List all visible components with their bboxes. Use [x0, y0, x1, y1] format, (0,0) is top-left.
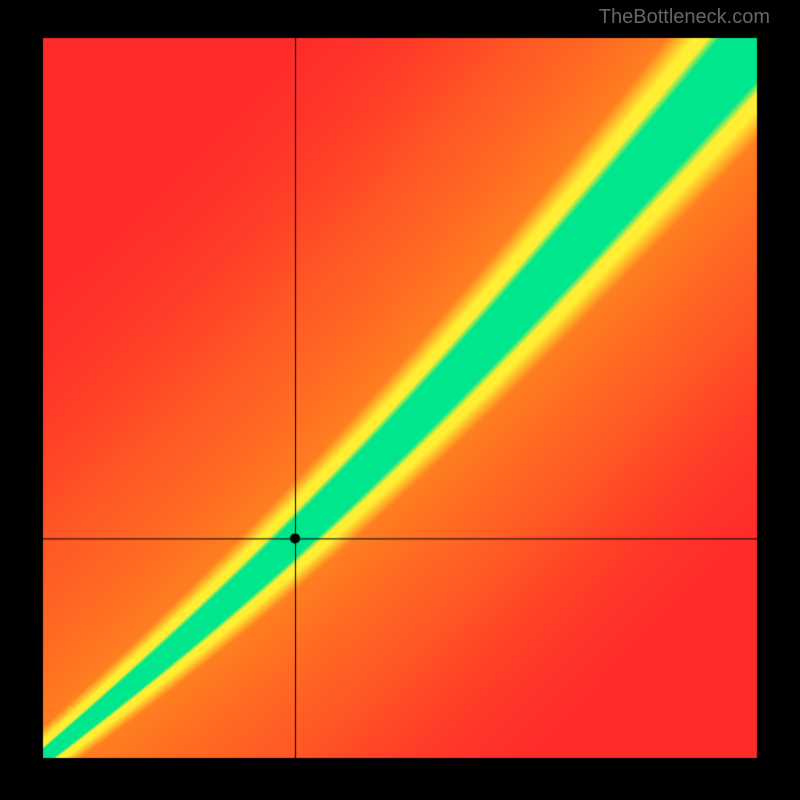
attribution-text: TheBottleneck.com: [599, 6, 770, 29]
chart-container: TheBottleneck.com: [0, 0, 800, 800]
bottleneck-heatmap: [0, 0, 800, 800]
